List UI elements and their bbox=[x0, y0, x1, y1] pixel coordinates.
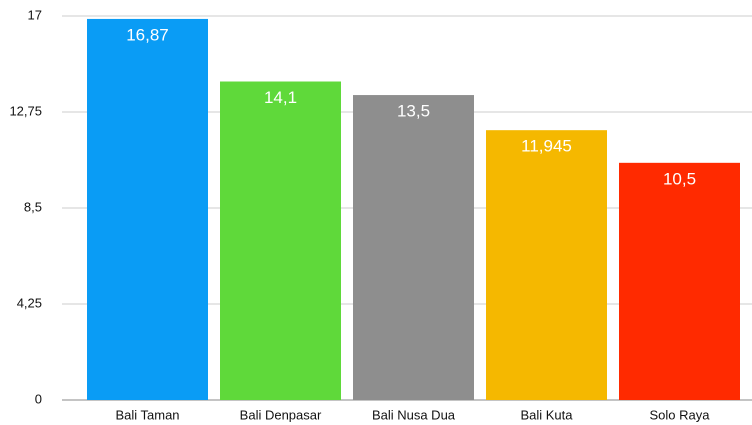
y-tick-label: 4,25 bbox=[17, 295, 42, 310]
y-tick-label: 0 bbox=[35, 391, 42, 406]
x-tick-label: Bali Taman bbox=[115, 407, 179, 422]
bar bbox=[87, 18, 208, 401]
value-label: 16,87 bbox=[126, 25, 169, 44]
value-label: 13,5 bbox=[397, 102, 430, 121]
bar bbox=[486, 130, 607, 400]
bar bbox=[619, 162, 740, 400]
x-tick-label: Bali Denpasar bbox=[240, 407, 322, 422]
value-label: 14,1 bbox=[264, 88, 297, 107]
value-label: 11,945 bbox=[521, 137, 572, 156]
x-tick-label: Bali Nusa Dua bbox=[372, 407, 456, 422]
value-label: 10,5 bbox=[663, 169, 696, 188]
y-tick-label: 17 bbox=[28, 7, 42, 22]
x-tick-label: Solo Raya bbox=[650, 407, 711, 422]
x-tick-label: Bali Kuta bbox=[520, 407, 573, 422]
y-tick-label: 8,5 bbox=[24, 199, 42, 214]
y-tick-label: 12,75 bbox=[9, 103, 42, 118]
bar bbox=[353, 95, 474, 400]
bar bbox=[220, 81, 341, 400]
